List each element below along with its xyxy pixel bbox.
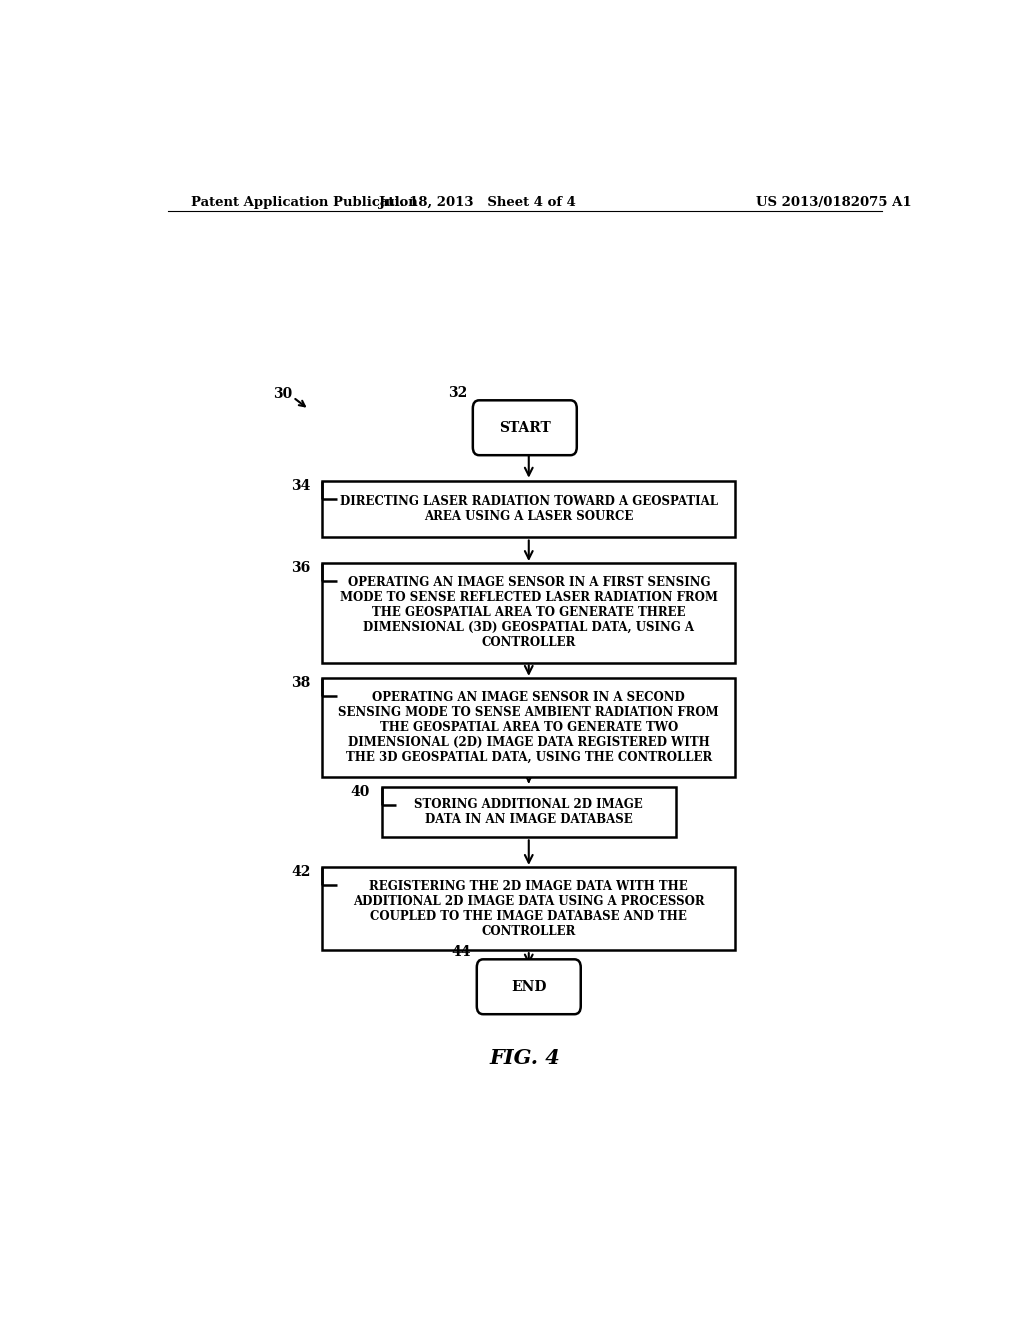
Text: REGISTERING THE 2D IMAGE DATA WITH THE
ADDITIONAL 2D IMAGE DATA USING A PROCESSO: REGISTERING THE 2D IMAGE DATA WITH THE A… [353, 879, 705, 937]
Text: 36: 36 [291, 561, 310, 576]
Text: 34: 34 [291, 479, 310, 494]
Text: DIRECTING LASER RADIATION TOWARD A GEOSPATIAL
AREA USING A LASER SOURCE: DIRECTING LASER RADIATION TOWARD A GEOSP… [340, 495, 718, 523]
Text: Patent Application Publication: Patent Application Publication [191, 195, 418, 209]
Bar [382, 787, 676, 837]
Text: FIG. 4: FIG. 4 [489, 1048, 560, 1068]
Text: 44: 44 [452, 945, 471, 960]
Text: 42: 42 [291, 865, 310, 879]
Text: 30: 30 [273, 387, 293, 401]
Bar [323, 677, 735, 777]
Text: OPERATING AN IMAGE SENSOR IN A FIRST SENSING
MODE TO SENSE REFLECTED LASER RADIA: OPERATING AN IMAGE SENSOR IN A FIRST SEN… [340, 577, 718, 649]
Bar [323, 480, 735, 537]
Text: Jul. 18, 2013   Sheet 4 of 4: Jul. 18, 2013 Sheet 4 of 4 [379, 195, 575, 209]
Text: 32: 32 [449, 387, 467, 400]
Text: US 2013/0182075 A1: US 2013/0182075 A1 [757, 195, 912, 209]
FancyBboxPatch shape [477, 960, 581, 1014]
Text: OPERATING AN IMAGE SENSOR IN A SECOND
SENSING MODE TO SENSE AMBIENT RADIATION FR: OPERATING AN IMAGE SENSOR IN A SECOND SE… [339, 692, 719, 764]
Text: 40: 40 [350, 784, 370, 799]
FancyBboxPatch shape [473, 400, 577, 455]
Text: STORING ADDITIONAL 2D IMAGE
DATA IN AN IMAGE DATABASE: STORING ADDITIONAL 2D IMAGE DATA IN AN I… [415, 799, 643, 826]
Bar [323, 867, 735, 950]
Text: END: END [511, 979, 547, 994]
Text: 38: 38 [291, 676, 310, 690]
Text: START: START [499, 421, 551, 434]
Bar [323, 562, 735, 663]
